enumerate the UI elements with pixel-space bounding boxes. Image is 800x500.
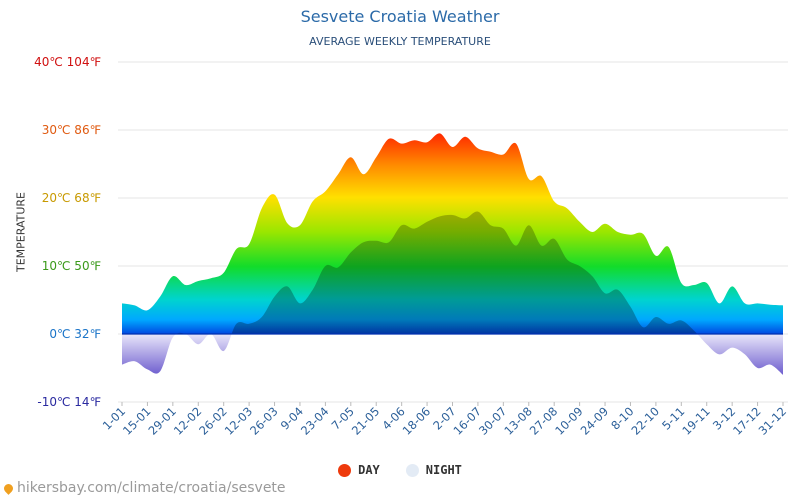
- legend-item-night[interactable]: NIGHT: [405, 463, 462, 477]
- x-tick-label: 31-12: [756, 404, 790, 438]
- x-tick-label: 21-05: [349, 404, 383, 438]
- night-series-negative-area: [122, 334, 783, 375]
- night-legend-dot: [405, 463, 419, 477]
- y-tick-label: -10℃ 14℉: [37, 395, 101, 409]
- legend-label-day: DAY: [358, 463, 380, 477]
- location-pin-icon: [2, 481, 15, 495]
- x-tick-label: 12-03: [222, 404, 256, 438]
- x-tick-label: 27-08: [527, 404, 561, 438]
- day-legend-dot: [338, 463, 352, 477]
- x-tick-label: 29-01: [145, 404, 179, 438]
- y-tick-label: 10℃ 50℉: [42, 259, 101, 273]
- y-tick-label: 30℃ 86℉: [42, 123, 101, 137]
- y-tick-label: 40℃ 104℉: [34, 55, 101, 69]
- x-tick-label: 30-07: [476, 404, 510, 438]
- x-tick-label: 23-04: [298, 404, 332, 438]
- y-tick-label: 0℃ 32℉: [49, 327, 101, 341]
- source-text: hikersbay.com/climate/croatia/sesvete: [17, 480, 286, 496]
- x-tick-label: 12-02: [171, 404, 205, 438]
- legend-label-night: NIGHT: [425, 463, 462, 477]
- chart-subtitle: AVERAGE WEEKLY TEMPERATURE: [309, 35, 491, 48]
- source-link[interactable]: hikersbay.com/climate/croatia/sesvete: [2, 480, 286, 496]
- x-tick-label: 10-09: [552, 404, 586, 438]
- x-tick-label: 26-03: [247, 404, 281, 438]
- x-tick-label: 26-02: [196, 404, 230, 438]
- night-series-area: [122, 211, 783, 334]
- x-tick-label: 16-07: [451, 404, 485, 438]
- x-tick-label: 18-06: [400, 404, 434, 438]
- x-tick-label: 24-09: [578, 404, 612, 438]
- x-tick-label: 22-10: [628, 404, 662, 438]
- legend-item-day[interactable]: DAY: [338, 463, 380, 477]
- chart-title: Sesvete Croatia Weather: [300, 7, 500, 26]
- x-tick-label: 17-12: [730, 404, 764, 438]
- y-tick-label: 20℃ 68℉: [42, 191, 101, 205]
- x-tick-label: 19-11: [679, 404, 713, 438]
- legend: DAY NIGHT: [0, 463, 800, 477]
- x-tick-label: 13-08: [501, 404, 535, 438]
- x-tick-label: 15-01: [120, 404, 154, 438]
